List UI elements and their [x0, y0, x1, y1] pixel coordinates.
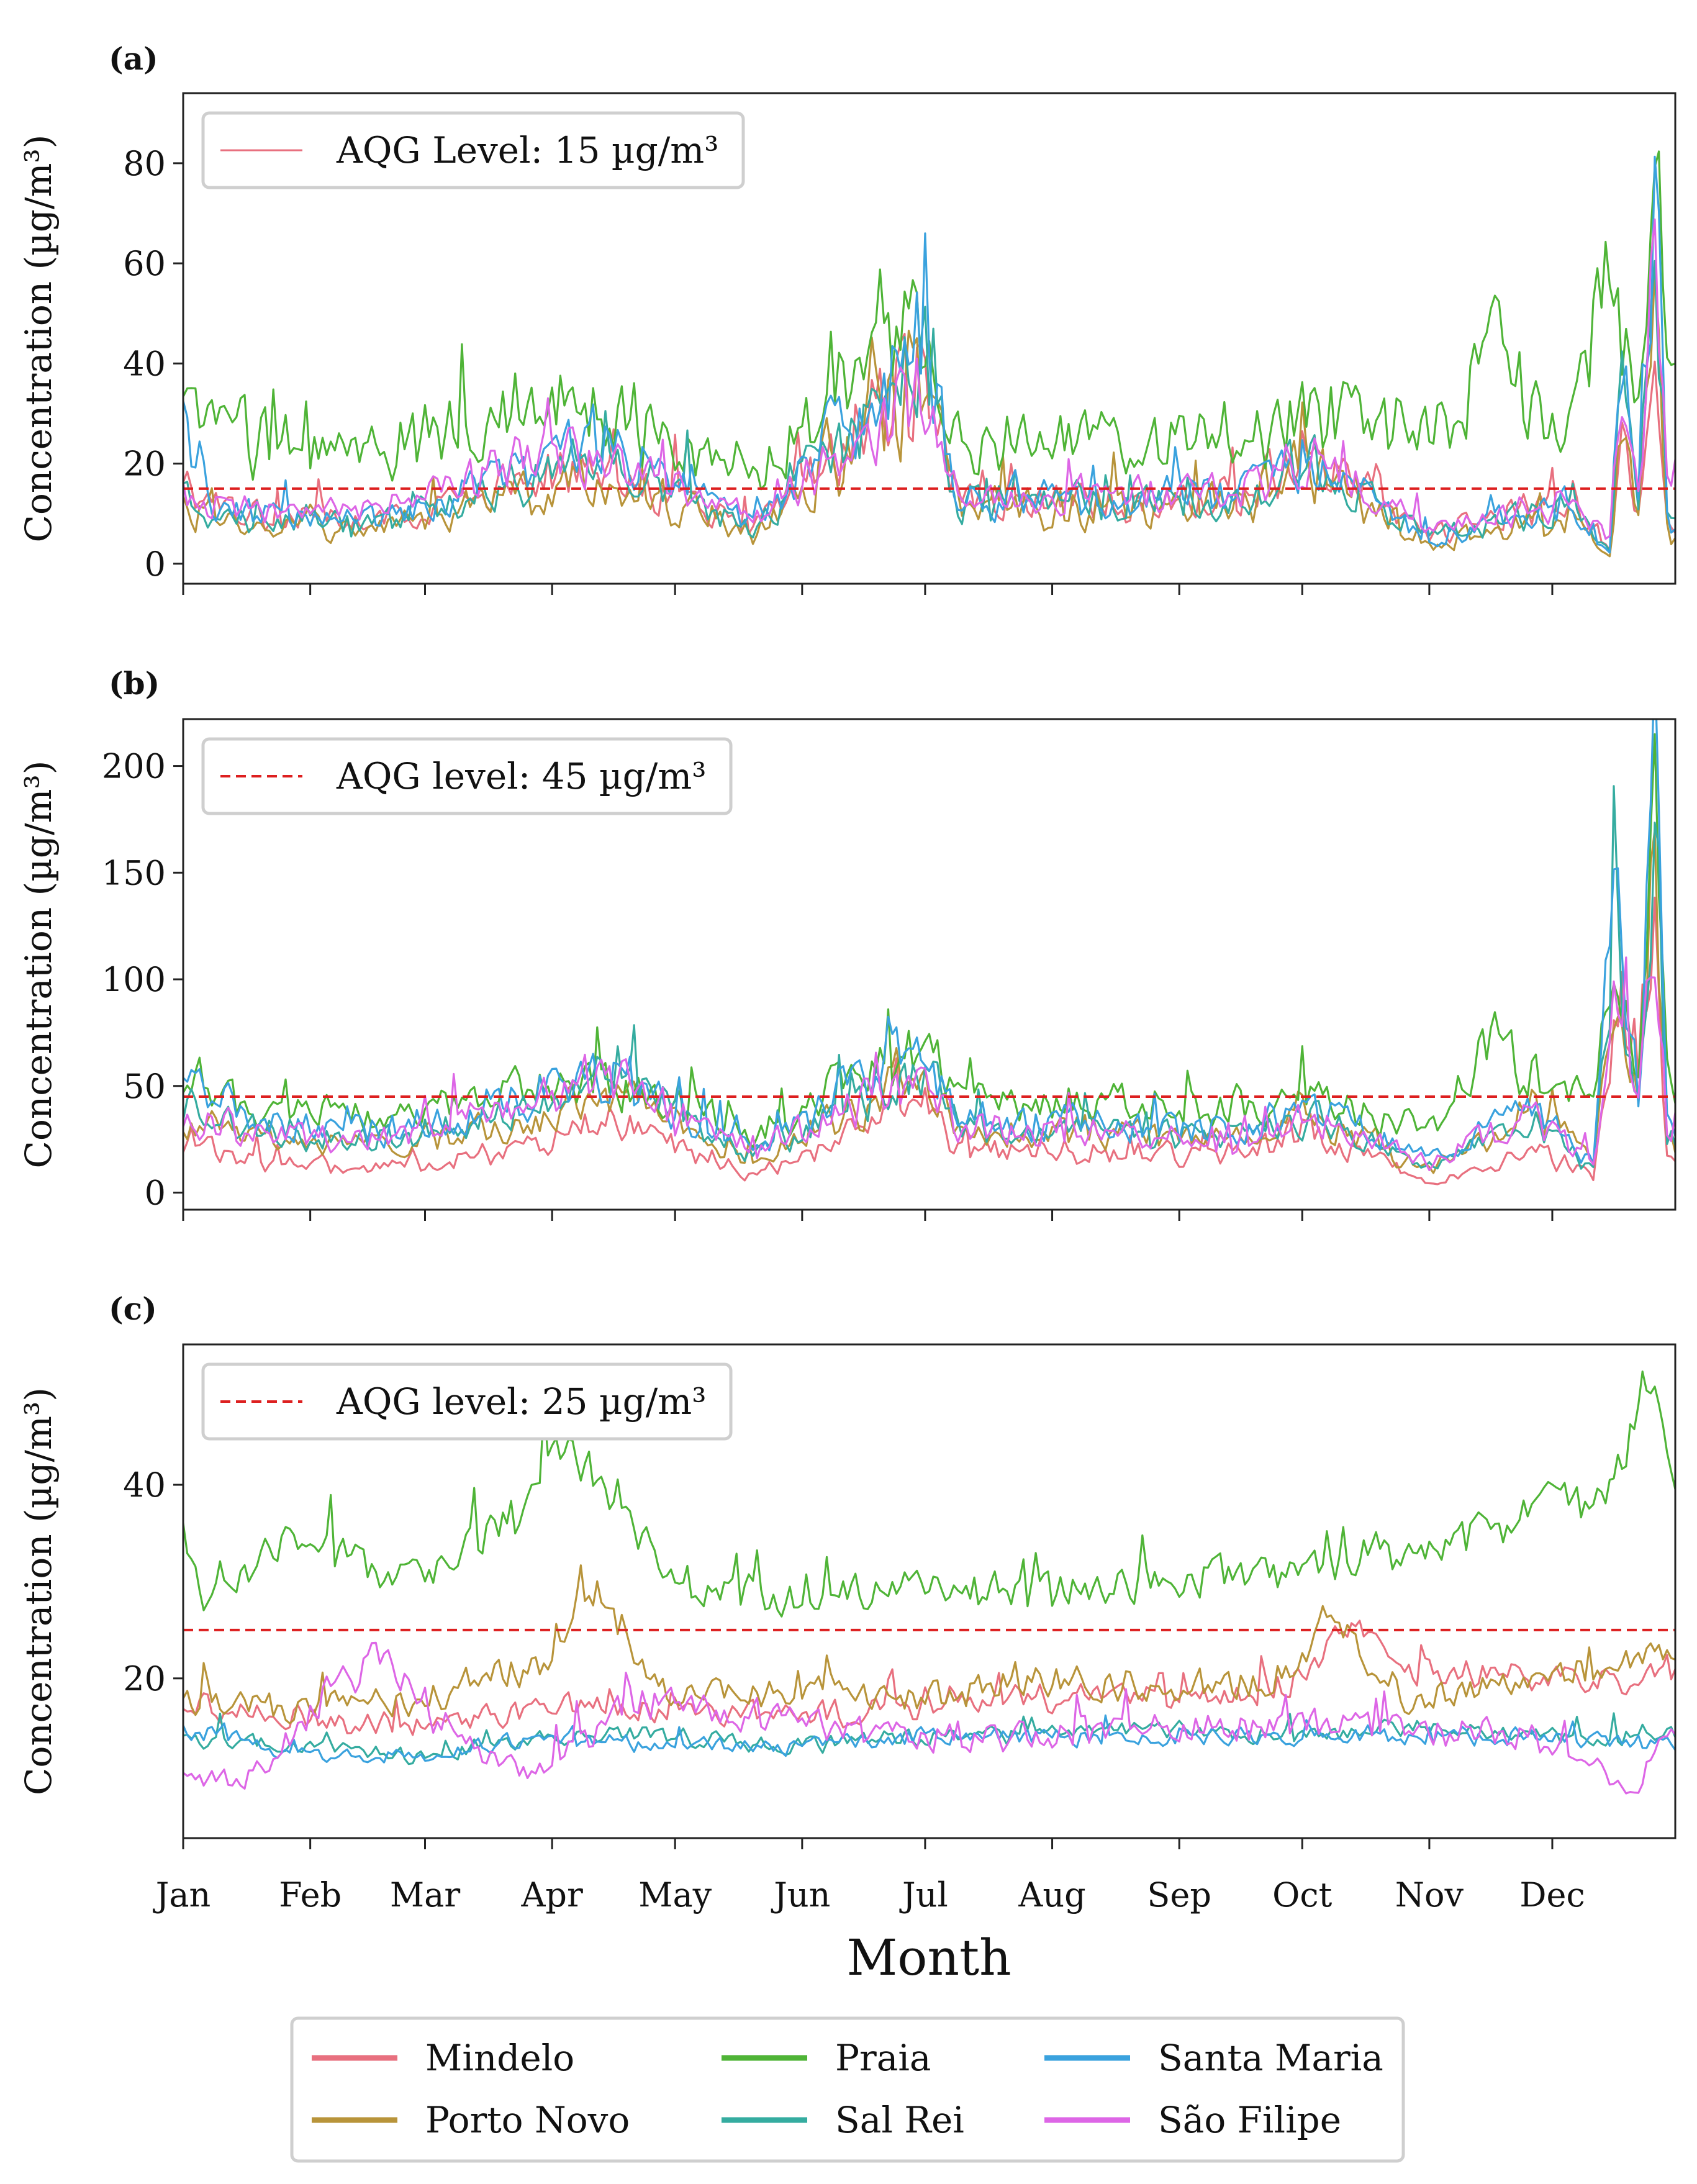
series-lines [183, 1371, 1675, 1795]
series-line-santa-maria [183, 155, 1675, 554]
legend-label: Sal Rei [835, 2099, 964, 2141]
series-line-porto-novo [183, 1564, 1675, 1724]
legend-label: AQG level: 45 µg/m³ [336, 755, 707, 797]
x-tick-label: Dec [1519, 1875, 1585, 1914]
x-tick-label: Jul [899, 1875, 948, 1914]
x-tick-label: Nov [1395, 1875, 1464, 1914]
y-tick-label: 0 [145, 1174, 166, 1213]
threshold-legend: AQG Level: 15 µg/m³ [201, 111, 745, 189]
legend-item-santa-maria: Santa Maria [1044, 2037, 1383, 2079]
legend-item-mindelo: Mindelo [312, 2037, 574, 2079]
y-tick-label: 0 [145, 545, 166, 584]
legend-item-sal-rei: Sal Rei [722, 2099, 964, 2141]
series-lines [183, 150, 1675, 558]
x-tick-label: Sep [1147, 1875, 1211, 1914]
plot-frame [182, 718, 1677, 1211]
threshold-legend: AQG level: 25 µg/m³ [201, 1362, 733, 1441]
y-tick-label: 60 [123, 244, 166, 283]
legend-box [201, 1362, 733, 1441]
series-line-s-o-filipe [183, 956, 1675, 1171]
y-axis-label: Concentration (µg/m³) [17, 135, 60, 543]
y-tick-label: 40 [123, 1466, 166, 1505]
series-line-s-o-filipe [183, 1641, 1675, 1795]
legend-label: Praia [835, 2037, 931, 2079]
legend-label: Porto Novo [425, 2099, 630, 2141]
legend-frame [290, 2016, 1405, 2163]
y-tick-label: 80 [123, 144, 166, 183]
series-line-praia [183, 1371, 1675, 1618]
panel-label: (c) [109, 1290, 157, 1327]
x-tick-label: Apr [520, 1875, 583, 1914]
legend-label: Mindelo [425, 2037, 574, 2079]
plot-frame [182, 1343, 1677, 1839]
y-tick-label: 50 [123, 1067, 166, 1106]
x-tick-label: Mar [390, 1875, 460, 1914]
y-axis-label: Concentration (µg/m³) [17, 1387, 60, 1795]
series-lines [183, 719, 1675, 1185]
x-tick-label: Feb [279, 1875, 342, 1914]
panel-b: (b) 0 50 100 150 200 Concentration (µg/m³) AQG … [17, 665, 1677, 1221]
y-tick-label: 150 [102, 853, 166, 892]
y-tick-label: 20 [123, 1659, 166, 1698]
legend-item-s-o-filipe: São Filipe [1044, 2099, 1341, 2141]
legend-label: São Filipe [1158, 2099, 1341, 2141]
bottom-legend: Mindelo Porto Novo Praia Sal Rei Santa Maria… [290, 2016, 1405, 2163]
series-line-sal-rei [183, 1712, 1675, 1765]
x-axis-label: Month [846, 1929, 1011, 1987]
legend-label: Santa Maria [1158, 2037, 1383, 2079]
legend-label: AQG Level: 15 µg/m³ [336, 129, 719, 171]
legend-box [201, 111, 745, 189]
plot-frame [182, 92, 1677, 585]
series-line-mindelo [183, 332, 1675, 551]
y-tick-label: 20 [123, 445, 166, 484]
legend-item-porto-novo: Porto Novo [312, 2099, 630, 2141]
legend-label: AQG level: 25 µg/m³ [336, 1380, 707, 1423]
legend-item-praia: Praia [722, 2037, 931, 2079]
x-tick-label: Oct [1272, 1875, 1333, 1914]
threshold-legend: AQG level: 45 µg/m³ [201, 737, 733, 815]
series-line-mindelo [183, 896, 1675, 1185]
y-axis-label: Concentration (µg/m³) [17, 761, 60, 1169]
series-line-praia [183, 150, 1675, 491]
series-line-santa-maria [183, 1714, 1675, 1764]
x-tick-label: Jun [771, 1875, 830, 1914]
y-tick-label: 200 [102, 747, 166, 786]
series-line-s-o-filipe [183, 218, 1675, 540]
panel-c: (c) 20 40 Jan Feb Mar Apr May Jun Jul Aug Sep Oct Nov… [17, 1290, 1677, 1914]
panel-label: (a) [109, 40, 158, 77]
legend-box [201, 737, 733, 815]
y-tick-label: 100 [102, 960, 166, 999]
x-tick-label: Aug [1018, 1875, 1085, 1914]
series-line-praia [183, 733, 1675, 1148]
x-tick-label: Jan [153, 1875, 211, 1914]
panel-label: (b) [109, 665, 160, 702]
x-tick-label: May [638, 1875, 712, 1914]
y-tick-label: 40 [123, 344, 166, 383]
panel-a: (a) 0 20 40 60 80 Concentration (µg/m³) AQG Lev… [17, 40, 1677, 595]
